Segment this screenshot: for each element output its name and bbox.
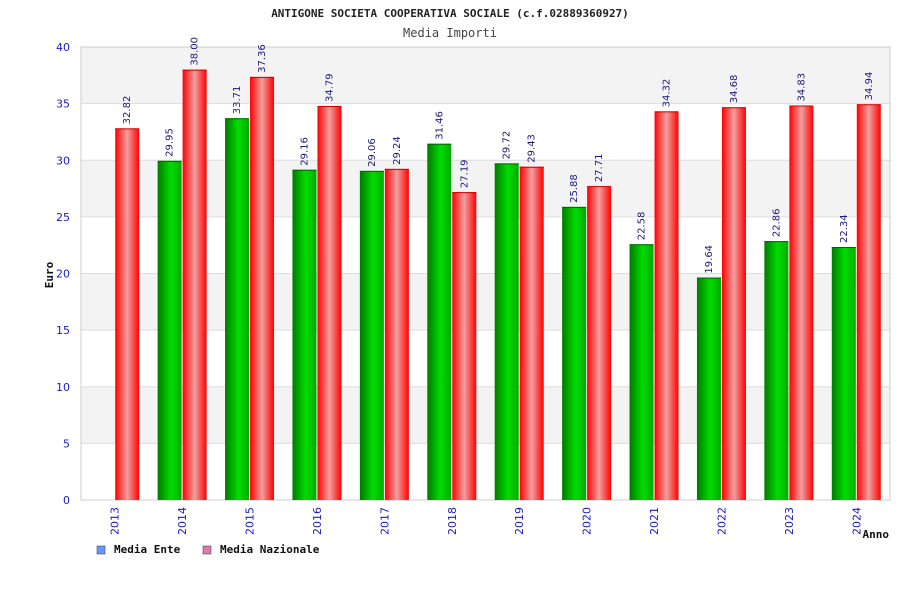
grid-band	[81, 386, 890, 444]
value-label: 34.83	[796, 73, 807, 102]
bar-media-ente-2023	[764, 241, 789, 500]
value-label: 38.00	[190, 37, 201, 66]
bar-media-nazionale-2013	[115, 128, 140, 500]
bar-media-ente-2022	[696, 277, 721, 500]
x-tick-label: 2020	[581, 507, 594, 535]
legend-swatch-media-nazionale	[202, 545, 212, 555]
bar-media-ente-2024	[831, 246, 856, 500]
bar-media-ente-2021	[629, 244, 654, 500]
y-tick-label: 5	[63, 437, 70, 450]
x-tick-label: 2016	[311, 507, 324, 535]
bar-media-nazionale-2024	[856, 104, 881, 500]
legend-label-media-nazionale: Media Nazionale	[220, 543, 320, 556]
value-label: 29.72	[502, 131, 513, 160]
y-tick-label: 20	[56, 268, 70, 281]
value-label: 25.88	[569, 174, 580, 203]
bar-media-ente-2016	[292, 169, 317, 500]
bar-media-ente-2017	[359, 170, 384, 500]
y-tick-label: 15	[56, 324, 70, 337]
grid-band	[81, 103, 890, 161]
x-tick-label: 2014	[176, 507, 189, 535]
bar-media-nazionale-2022	[721, 107, 746, 501]
x-tick-label: 2021	[648, 507, 661, 535]
y-axis-ticks: 0 5 10 15 20 25 30 35 40	[56, 41, 70, 507]
plot-background	[80, 46, 891, 501]
x-tick-label: 2022	[715, 507, 728, 535]
chart-subtitle: Media Importi	[403, 26, 497, 40]
value-label: 32.82	[122, 96, 133, 125]
bar-media-ente-2018	[427, 143, 452, 500]
y-tick-label: 35	[56, 98, 70, 111]
value-label: 22.34	[839, 214, 850, 243]
x-tick-label: 2019	[513, 507, 526, 535]
bar-media-nazionale-2015	[250, 76, 275, 500]
value-label: 37.36	[257, 44, 268, 73]
x-tick-label: 2018	[446, 507, 459, 535]
value-label: 29.06	[367, 138, 378, 167]
x-axis-label: Anno	[863, 528, 890, 541]
y-tick-label: 30	[56, 154, 70, 167]
value-label: 27.19	[459, 159, 470, 188]
y-axis-label: Euro	[43, 261, 56, 288]
bar-media-nazionale-2018	[452, 192, 477, 501]
y-tick-label: 40	[56, 41, 70, 54]
bar-media-nazionale-2023	[789, 105, 814, 501]
x-tick-label: 2024	[850, 507, 863, 535]
grid-band	[81, 47, 890, 104]
bar-media-nazionale-2020	[587, 186, 612, 500]
grid-band	[81, 216, 890, 274]
bar-media-ente-2015	[225, 118, 250, 500]
value-label: 19.64	[704, 245, 715, 274]
grid-band	[81, 443, 890, 500]
y-tick-label: 25	[56, 211, 70, 224]
grid-band	[81, 160, 890, 217]
x-tick-label: 2017	[378, 507, 391, 535]
value-label: 34.32	[662, 79, 673, 108]
bar-media-ente-2020	[562, 206, 587, 500]
value-label: 34.94	[864, 72, 875, 101]
value-label: 29.24	[392, 136, 403, 165]
value-label: 27.71	[594, 154, 605, 183]
grid-band	[81, 330, 890, 387]
value-label: 29.16	[299, 137, 310, 166]
bar-media-nazionale-2021	[654, 111, 679, 501]
plot-border	[80, 46, 891, 501]
value-label: 34.68	[729, 75, 740, 104]
legend: Media Ente Media Nazionale	[96, 543, 320, 556]
x-tick-label: 2015	[244, 507, 257, 535]
x-axis-ticks: 2013 2014 2015 2016 2017 2018 2019 2020 2021 2022…	[109, 507, 864, 535]
bar-media-nazionale-2016	[317, 106, 342, 501]
y-tick-label: 10	[56, 381, 70, 394]
bars	[115, 69, 881, 501]
legend-swatch-media-ente	[96, 545, 106, 555]
value-label: 33.71	[232, 86, 243, 115]
chart-title: ANTIGONE SOCIETA COOPERATIVA SOCIALE (c.…	[271, 7, 629, 20]
legend-label-media-ente: Media Ente	[114, 543, 181, 556]
bar-media-ente-2019	[494, 163, 519, 500]
bar-media-ente-2014	[157, 160, 182, 500]
grid-band	[81, 273, 890, 331]
value-label: 34.79	[324, 73, 335, 102]
x-tick-label: 2023	[783, 507, 796, 535]
value-label: 29.43	[527, 134, 538, 163]
value-label: 22.86	[771, 208, 782, 237]
value-label: 29.95	[165, 128, 176, 157]
value-label: 31.46	[434, 111, 445, 140]
y-tick-label: 0	[63, 494, 70, 507]
value-label: 22.58	[637, 212, 648, 241]
x-tick-label: 2013	[109, 507, 122, 535]
value-labels: 32.82 29.95 38.00 33.71 37.36 29.16 34.79 29.06…	[122, 37, 875, 274]
bar-media-nazionale-2014	[182, 69, 207, 501]
bar-media-nazionale-2019	[519, 166, 544, 500]
bar-media-nazionale-2017	[384, 168, 409, 500]
